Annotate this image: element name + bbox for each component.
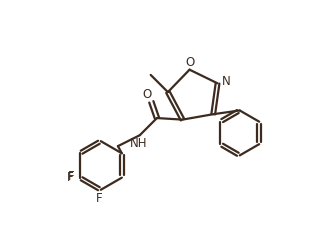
- Text: O: O: [185, 56, 194, 69]
- Text: O: O: [142, 88, 151, 101]
- Text: NH: NH: [129, 136, 147, 150]
- Text: F: F: [96, 192, 103, 205]
- Text: N: N: [222, 75, 231, 88]
- Text: F: F: [68, 170, 74, 183]
- Text: F: F: [67, 171, 74, 184]
